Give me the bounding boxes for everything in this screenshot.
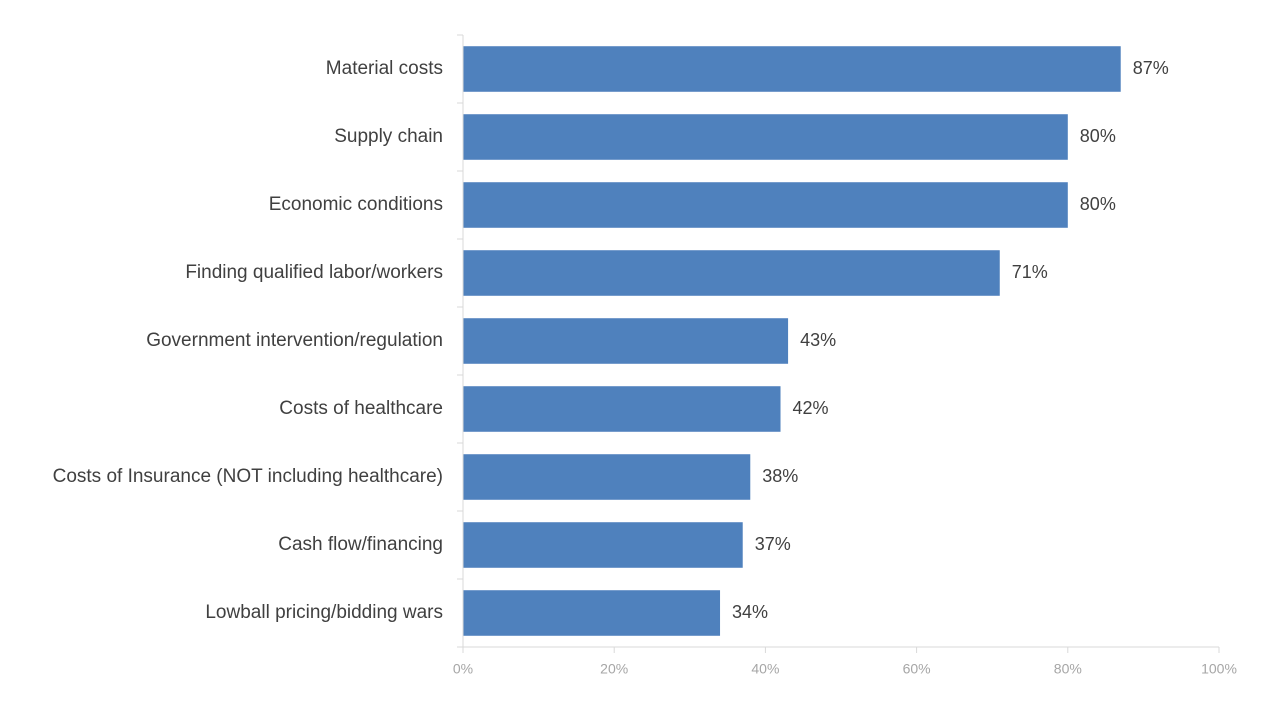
data-label: 37%: [755, 534, 791, 554]
category-label: Supply chain: [334, 126, 443, 147]
category-label: Costs of Insurance (NOT including health…: [53, 466, 443, 487]
bar: [463, 522, 743, 568]
x-tick-label: 100%: [1201, 661, 1237, 677]
bar: [463, 114, 1068, 160]
bar: [463, 46, 1121, 92]
category-label: Economic conditions: [269, 194, 443, 215]
bar-group: [463, 46, 1121, 636]
data-label: 80%: [1080, 194, 1116, 214]
category-label: Material costs: [326, 58, 443, 79]
category-label: Cash flow/financing: [278, 534, 443, 555]
category-label: Government intervention/regulation: [146, 330, 443, 351]
category-label: Lowball pricing/bidding wars: [205, 602, 443, 623]
labels-group: Material costs 87% Supply chain 80% Economic…: [53, 58, 1169, 623]
x-tick-label: 20%: [600, 661, 628, 677]
bar: [463, 454, 751, 500]
x-tick-label: 0%: [453, 661, 473, 677]
data-label: 71%: [1012, 262, 1048, 282]
bar: [463, 386, 781, 432]
data-label: 87%: [1133, 58, 1169, 78]
axes-group: 0% 20% 40% 60% 80% 100%: [453, 34, 1237, 677]
bar: [463, 590, 721, 636]
data-label: 34%: [732, 602, 768, 622]
data-label: 80%: [1080, 126, 1116, 146]
category-label: Costs of healthcare: [279, 398, 443, 419]
data-label: 42%: [793, 398, 829, 418]
bar: [463, 250, 1000, 296]
bar: [463, 182, 1068, 228]
x-tick-label: 40%: [751, 661, 779, 677]
category-label: Finding qualified labor/workers: [185, 262, 443, 283]
bar: [463, 318, 789, 364]
data-label: 43%: [800, 330, 836, 350]
x-tick-label: 80%: [1054, 661, 1082, 677]
x-tick-label: 60%: [903, 661, 931, 677]
data-label: 38%: [762, 466, 798, 486]
